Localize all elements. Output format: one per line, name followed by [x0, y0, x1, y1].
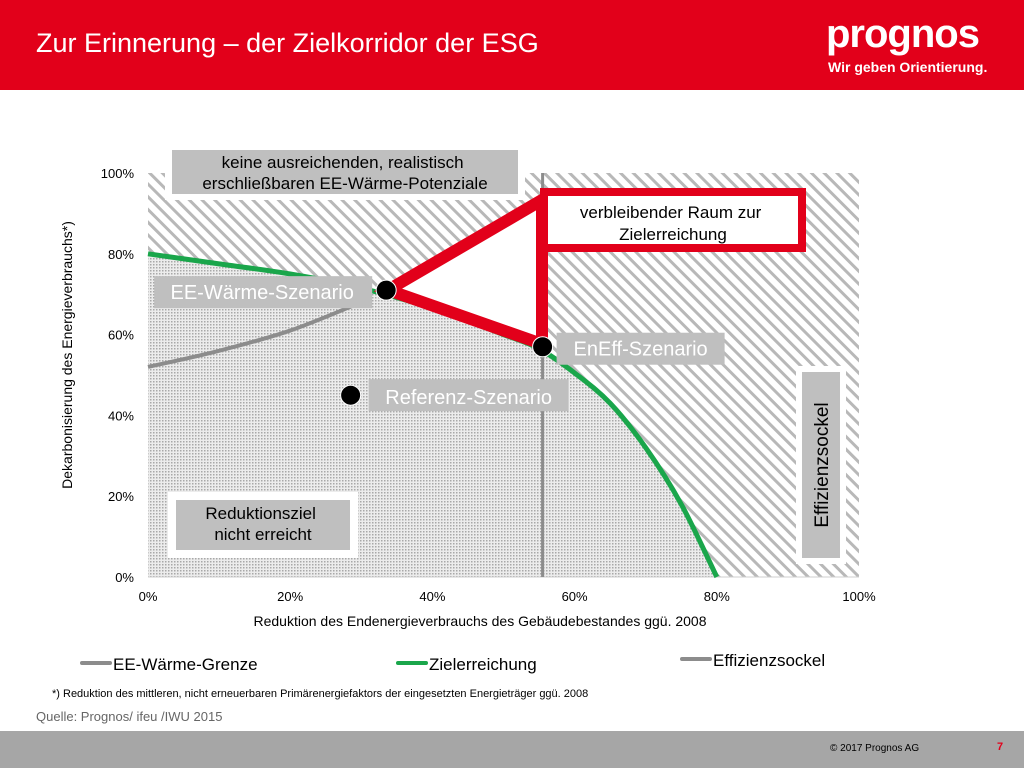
- point-label-box-eneff-szenario: [556, 332, 725, 365]
- target-space-label: verbleibender Raum zur Zielerreichung: [580, 203, 766, 244]
- x-tick-label: 0%: [139, 589, 158, 604]
- legend-label-zielerreichung: Zielerreichung: [429, 655, 537, 674]
- footer-bar: [0, 731, 1024, 768]
- top-region-label: keine ausreichenden, realistisch erschli…: [202, 153, 487, 193]
- legend: EE-Wärme-Grenze Zielerreichung Effizienz…: [80, 651, 825, 674]
- page-title: Zur Erinnerung – der Zielkorridor der ES…: [36, 28, 539, 58]
- logo-tagline: Wir geben Orientierung.: [828, 59, 988, 75]
- y-tick-label: 20%: [108, 489, 134, 504]
- point-label-box-referenz-szenario: [368, 379, 569, 412]
- logo-wordmark: prognos: [826, 12, 980, 56]
- point-label-box-ee-waerme-szenario: [154, 276, 373, 309]
- point-label-eneff-szenario: EnEff-Szenario: [574, 339, 708, 361]
- y-axis-title: Dekarbonisierung des Energieverbrauchs*): [59, 221, 75, 489]
- point-label-referenz-szenario: Referenz-Szenario: [385, 387, 552, 409]
- point-label-ee-waerme-szenario: EE-Wärme-Szenario: [170, 282, 353, 304]
- y-tick-label: 80%: [108, 247, 134, 262]
- footnote: *) Reduktion des mittleren, nicht erneue…: [52, 688, 589, 700]
- bottom-region-box-inner: [176, 500, 350, 550]
- bottom-region-label: Reduktionsziel nicht erreicht: [205, 504, 320, 544]
- y-tick-label: 40%: [108, 408, 134, 423]
- right-region-box-inner: [802, 372, 840, 558]
- right-region-label: Effizienzsockel: [812, 402, 833, 527]
- page-number: 7: [997, 741, 1004, 753]
- x-tick-label: 80%: [704, 589, 730, 604]
- top-region-box-inner: [172, 150, 518, 194]
- target-space-box: [540, 188, 806, 252]
- y-tick-label: 0%: [115, 570, 134, 585]
- x-tick-label: 20%: [277, 589, 303, 604]
- legend-label-effizienzsockel: Effizienzsockel: [713, 651, 825, 670]
- source-note: Quelle: Prognos/ ifeu /IWU 2015: [36, 709, 223, 724]
- y-tick-label: 100%: [101, 166, 135, 181]
- x-tick-label: 100%: [842, 589, 876, 604]
- scenario-point-ee-waerme-szenario: [375, 279, 397, 301]
- copyright: © 2017 Prognos AG: [830, 743, 920, 754]
- chart: 0% 20% 40% 60% 80% 100% 0% 20% 40% 60% 80% 100% ke…: [59, 150, 877, 674]
- y-tick-label: 60%: [108, 328, 134, 343]
- series-line-ee-waerme-grenze: [147, 300, 363, 369]
- x-tick-label: 60%: [562, 589, 588, 604]
- x-axis-title: Reduktion des Endenergieverbrauchs des G…: [254, 613, 707, 629]
- scenario-point-eneff-szenario: [532, 336, 554, 358]
- scenario-point-referenz-szenario: [340, 384, 362, 406]
- legend-label-ee-waerme-grenze: EE-Wärme-Grenze: [113, 655, 258, 674]
- header-bar: [0, 0, 1024, 90]
- x-tick-label: 40%: [419, 589, 445, 604]
- target-triangle: [373, 189, 548, 353]
